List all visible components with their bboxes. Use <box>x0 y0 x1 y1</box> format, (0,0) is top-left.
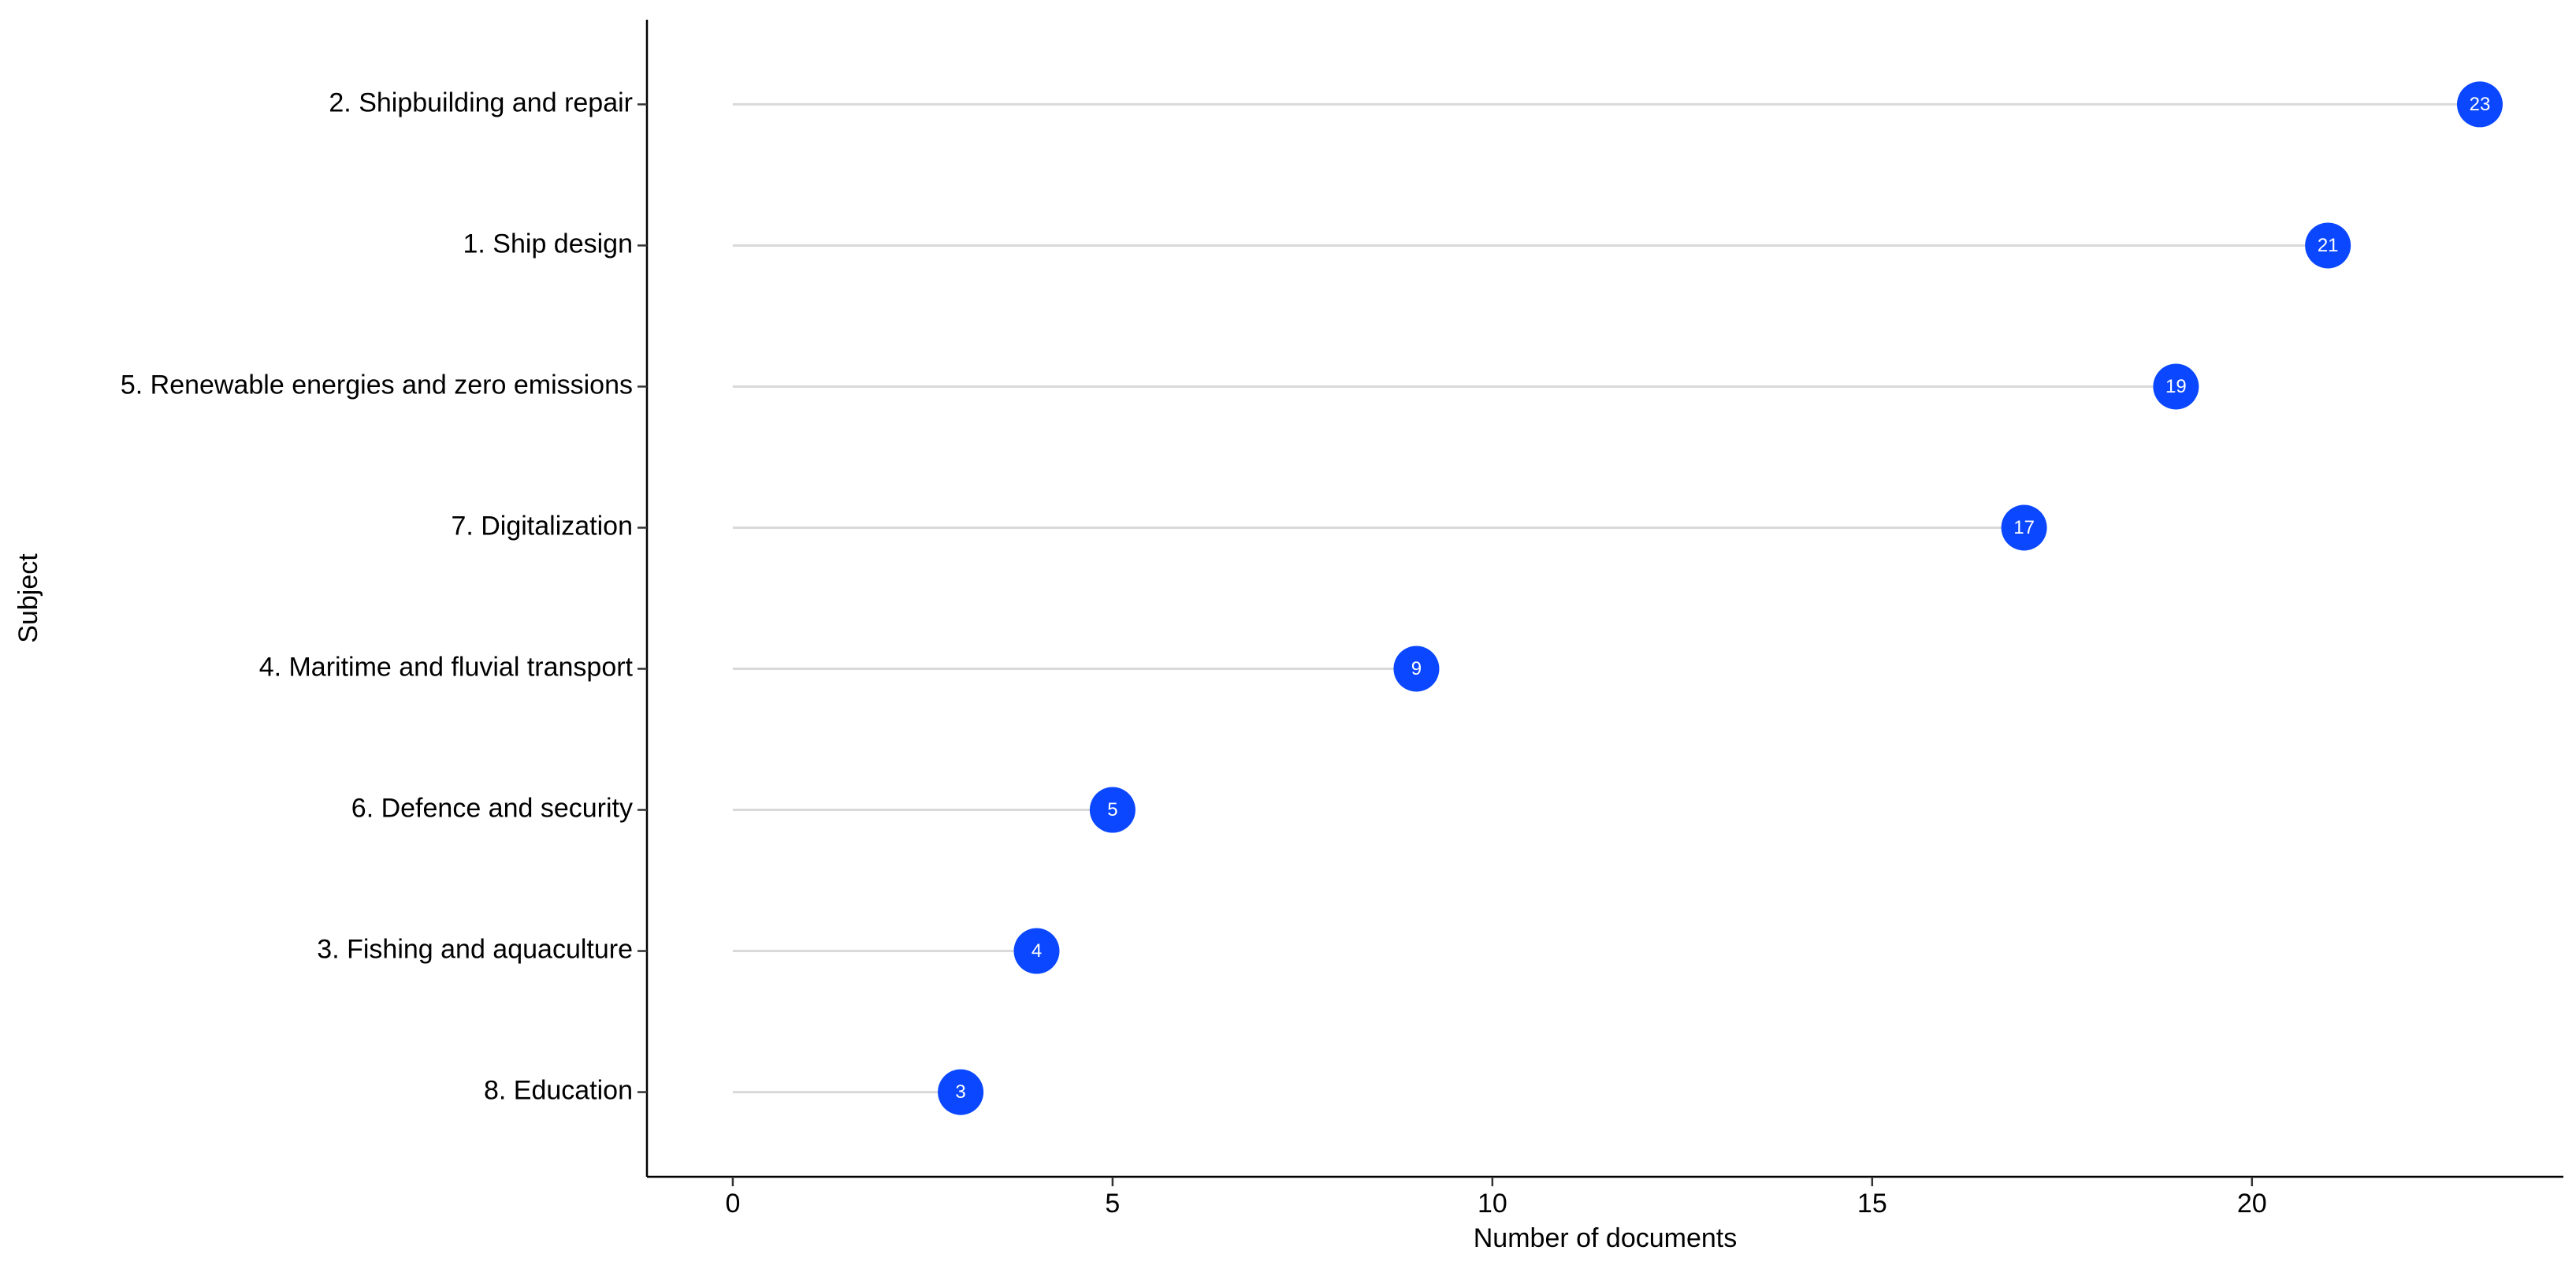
value-label: 19 <box>2165 376 2187 397</box>
x-tick-label: 5 <box>1105 1189 1120 1219</box>
dot <box>1013 928 1060 974</box>
x-tick-label: 10 <box>1478 1189 1507 1219</box>
x-tick-label: 0 <box>725 1189 740 1219</box>
dot <box>1393 646 1440 692</box>
value-label: 3 <box>955 1081 965 1103</box>
y-tick-label: 8. Education <box>484 1076 633 1106</box>
y-tick-label: 6. Defence and security <box>351 794 633 824</box>
y-tick-label: 4. Maritime and fluvial transport <box>259 652 634 682</box>
x-tick-label: 15 <box>1857 1189 1887 1219</box>
y-tick-label: 5. Renewable energies and zero emissions <box>121 370 633 400</box>
y-tick-label: 1. Ship design <box>463 229 634 259</box>
y-tick-label: 7. Digitalization <box>451 511 633 541</box>
y-tick-label: 2. Shipbuilding and repair <box>329 87 633 117</box>
dot <box>938 1069 984 1115</box>
dot <box>2153 363 2199 410</box>
dot <box>2001 504 2047 551</box>
dot <box>1089 787 1136 833</box>
x-axis-title: Number of documents <box>1474 1223 1738 1253</box>
dot <box>2456 81 2503 128</box>
x-tick-label: 20 <box>2237 1189 2267 1219</box>
dot <box>2305 222 2351 269</box>
value-label: 5 <box>1107 799 1117 821</box>
value-label: 9 <box>1411 658 1422 679</box>
value-label: 17 <box>2013 517 2035 538</box>
value-label: 23 <box>2470 94 2491 115</box>
y-axis-title: Subject <box>13 553 43 643</box>
y-tick-label: 3. Fishing and aquaculture <box>317 935 633 965</box>
value-label: 4 <box>1032 940 1042 962</box>
value-label: 21 <box>2318 235 2339 256</box>
